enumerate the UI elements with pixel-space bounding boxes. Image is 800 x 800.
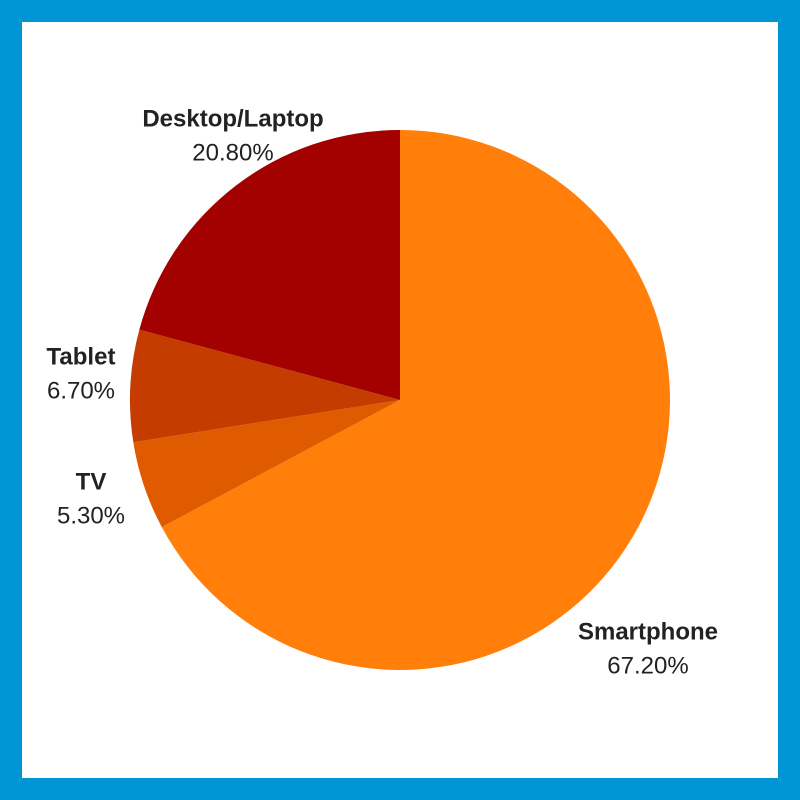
slice-value-label: 5.30% — [57, 502, 125, 529]
slice-category: Smartphone — [578, 618, 718, 645]
pie-slice — [133, 400, 400, 528]
slice-category: Tablet — [47, 343, 116, 370]
pie-slice — [139, 130, 400, 400]
slice-category: Desktop/Laptop — [142, 105, 323, 132]
slice-value-label: 20.80% — [192, 139, 273, 166]
slice-category: TV — [76, 468, 107, 495]
pie-slice — [130, 329, 401, 443]
slice-value-label: 67.20% — [607, 652, 688, 679]
chart: Smartphone 67.20% TV 5.30% Tablet 6.70% Deskto… — [47, 105, 718, 679]
pie-slice — [161, 130, 671, 670]
slice-value-label: 6.70% — [47, 377, 115, 404]
